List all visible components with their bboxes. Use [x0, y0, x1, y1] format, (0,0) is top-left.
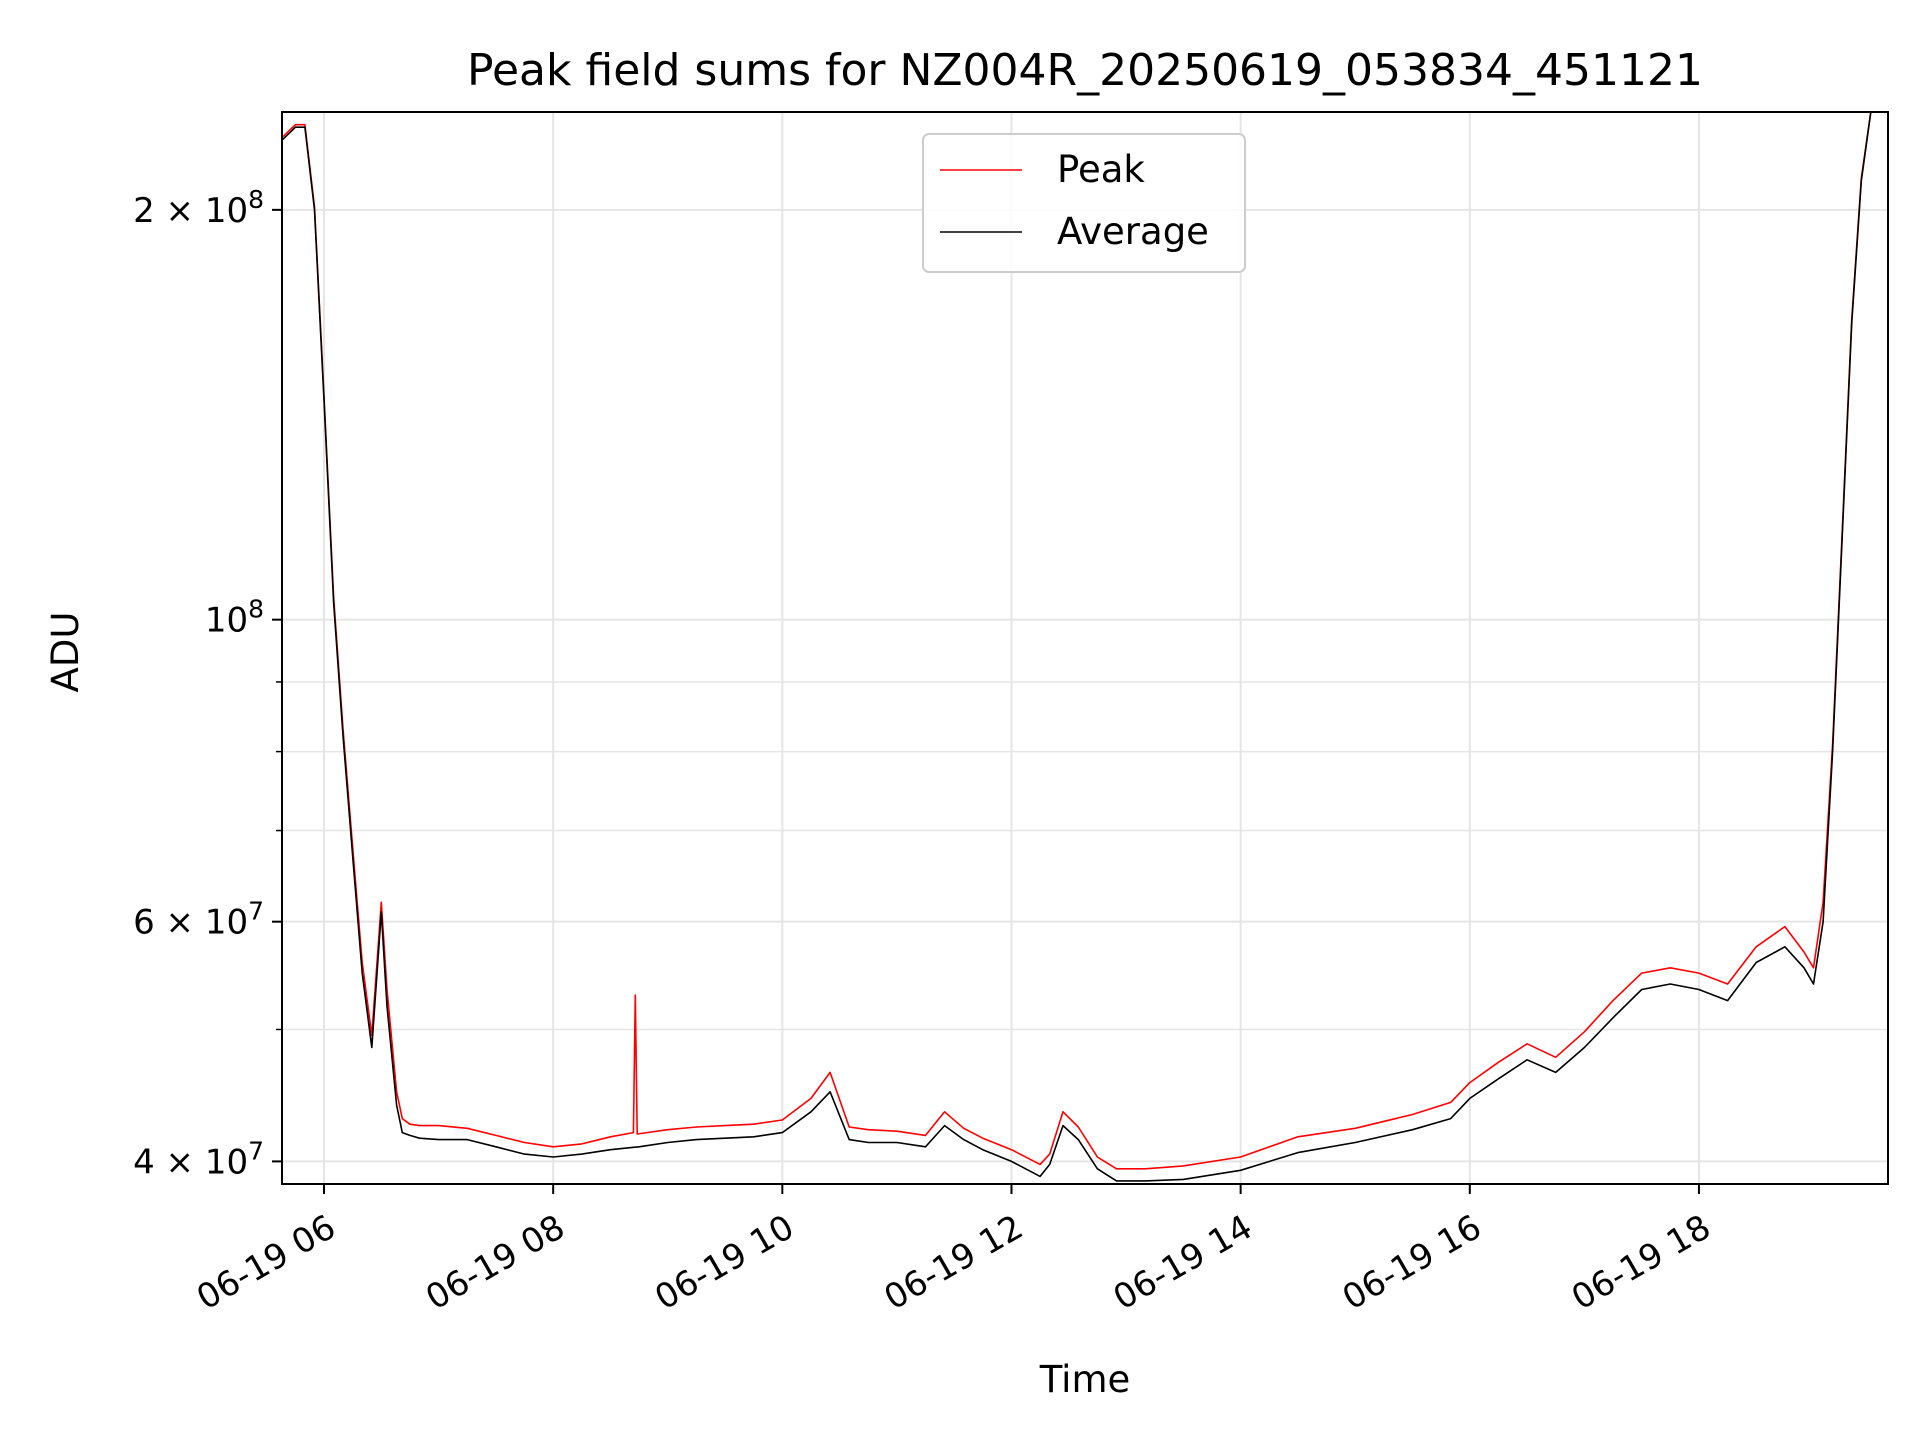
x-tick-label: 06-19 16 [1336, 1207, 1488, 1318]
y-axis-label: ADU [44, 612, 87, 693]
legend-box [922, 133, 1246, 273]
chart-title: Peak field sums for NZ004R_20250619_0538… [467, 45, 1703, 96]
y-tick-label: 6 × 107 [133, 897, 264, 943]
legend: Peak Average [922, 133, 1246, 273]
y-tick-label: 2 × 108 [133, 185, 264, 231]
x-axis-label: Time [1039, 1358, 1131, 1401]
x-tick-label: 06-19 08 [419, 1207, 571, 1318]
y-tick-label: 108 [205, 595, 264, 641]
plot-frame [281, 111, 1889, 1185]
y-tick-label: 4 × 107 [133, 1136, 264, 1182]
legend-label-average: Average [1057, 210, 1209, 253]
x-tick-label: 06-19 06 [190, 1207, 342, 1318]
x-tick-label: 06-19 12 [878, 1207, 1030, 1318]
grid [282, 112, 1888, 1184]
series-line-average [282, 112, 1888, 1182]
series-layer [282, 112, 1888, 1182]
legend-label-peak: Peak [1057, 148, 1145, 191]
x-tick-label: 06-19 18 [1565, 1207, 1717, 1318]
x-tick-label: 06-19 10 [648, 1207, 800, 1318]
x-tick-label: 06-19 14 [1107, 1207, 1259, 1318]
series-line-peak [282, 112, 1888, 1170]
